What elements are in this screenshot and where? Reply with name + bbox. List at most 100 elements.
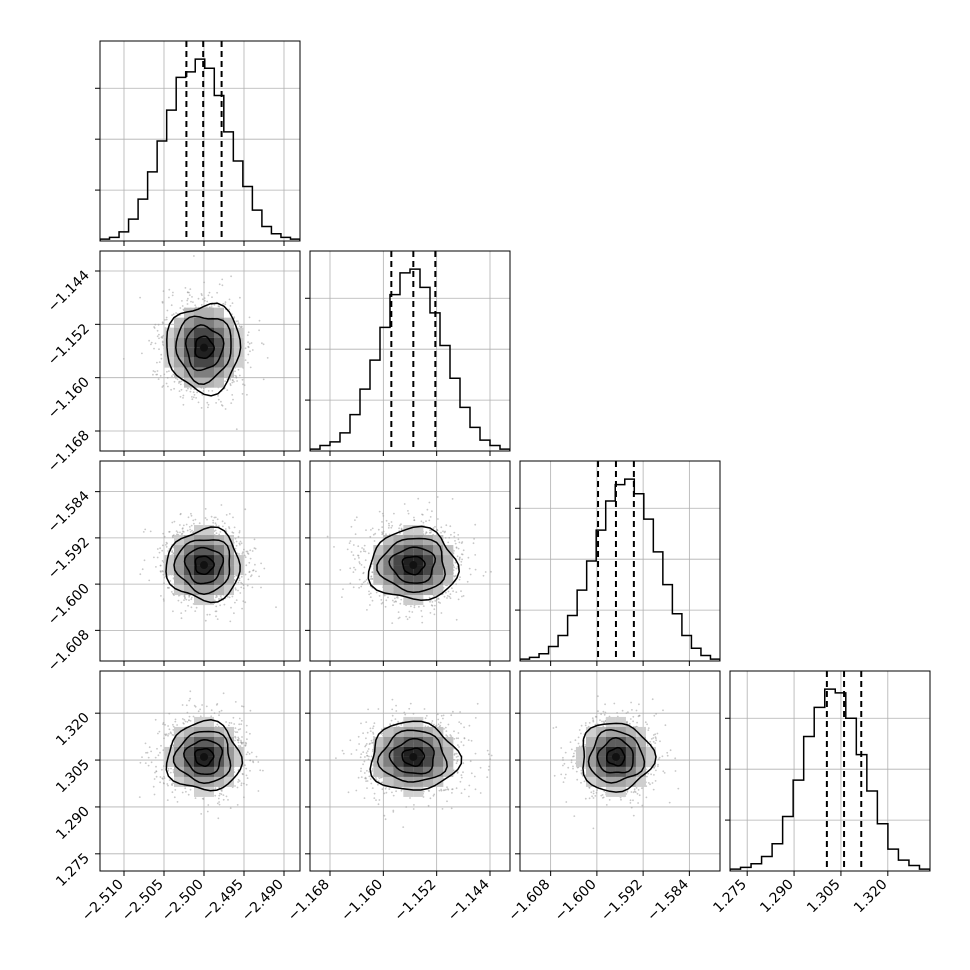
sample-point xyxy=(211,390,214,392)
density-block xyxy=(224,367,234,378)
sample-point xyxy=(371,527,374,530)
sample-point xyxy=(230,606,232,609)
sample-point xyxy=(172,769,175,771)
sample-point xyxy=(433,608,436,611)
sample-point xyxy=(444,537,447,539)
sample-point xyxy=(172,291,174,294)
sample-point xyxy=(363,544,366,547)
sample-point xyxy=(197,401,200,404)
sample-point xyxy=(178,380,181,383)
sample-point xyxy=(158,361,161,363)
sample-point xyxy=(190,300,192,303)
sample-point xyxy=(388,522,390,525)
sample-point xyxy=(198,522,201,525)
sample-point xyxy=(173,380,176,383)
sample-point xyxy=(407,510,409,512)
sample-point xyxy=(181,300,183,302)
sample-point xyxy=(168,779,171,781)
sample-point xyxy=(398,527,400,530)
sample-point xyxy=(377,528,380,531)
sample-point xyxy=(143,559,146,562)
sample-point xyxy=(362,572,365,575)
sample-point xyxy=(195,397,198,399)
sample-point xyxy=(455,591,458,593)
sample-point xyxy=(233,575,236,578)
sample-point xyxy=(172,313,175,316)
sample-point xyxy=(254,547,257,550)
density-block xyxy=(204,525,214,536)
sample-point xyxy=(473,538,475,540)
density-block xyxy=(194,595,204,606)
panel-frame xyxy=(99,250,301,452)
sample-point xyxy=(216,291,219,294)
sample-point xyxy=(247,578,250,581)
density-block xyxy=(373,565,384,576)
sample-point xyxy=(165,316,168,319)
sample-point xyxy=(242,383,244,386)
sample-point xyxy=(456,555,459,558)
sample-point xyxy=(172,610,174,613)
sample-point xyxy=(326,535,329,538)
sample-point xyxy=(175,312,178,314)
density-block xyxy=(443,555,454,566)
sample-point xyxy=(361,583,363,586)
sample-point xyxy=(244,601,247,604)
sample-point xyxy=(348,542,351,544)
sample-point xyxy=(170,304,173,307)
sample-point xyxy=(218,283,221,286)
sample-point xyxy=(171,314,174,316)
sample-point xyxy=(421,621,424,624)
sample-point xyxy=(190,514,193,517)
contour-0 xyxy=(194,335,215,360)
sample-point xyxy=(371,578,374,580)
sample-point xyxy=(206,401,209,404)
sample-point xyxy=(246,584,249,587)
density-block xyxy=(224,535,234,546)
sample-point xyxy=(262,343,265,346)
density-block xyxy=(224,575,234,586)
sample-point xyxy=(429,612,432,614)
sample-point xyxy=(391,599,394,602)
sample-point xyxy=(168,712,171,715)
density-block xyxy=(164,327,174,338)
sample-point xyxy=(189,288,192,290)
sample-point xyxy=(384,605,387,608)
sample-point xyxy=(234,537,237,540)
sample-point xyxy=(191,296,193,298)
sample-point xyxy=(228,722,231,724)
sample-point xyxy=(461,558,463,561)
sample-point xyxy=(420,610,423,612)
sample-point xyxy=(190,598,193,601)
sample-point xyxy=(160,357,163,360)
density-block xyxy=(403,535,414,546)
sample-point xyxy=(249,366,252,369)
sample-point xyxy=(206,306,208,308)
sample-point xyxy=(173,387,176,390)
density-block xyxy=(174,565,184,576)
sample-point xyxy=(160,353,163,356)
sample-point xyxy=(204,619,207,622)
sample-point xyxy=(224,301,227,303)
sample-point xyxy=(156,335,159,338)
ytick-label-1-2: −1.152 xyxy=(45,321,93,369)
density-block xyxy=(423,555,434,566)
sample-point xyxy=(452,590,454,593)
density-block xyxy=(204,347,214,358)
sample-point xyxy=(167,385,169,388)
sample-point xyxy=(354,558,356,560)
sample-point xyxy=(238,530,241,532)
sample-point xyxy=(165,318,168,321)
sample-point xyxy=(244,347,247,350)
sample-point xyxy=(181,718,184,720)
sample-point xyxy=(148,339,151,342)
sample-point xyxy=(200,304,203,306)
sample-point xyxy=(448,595,451,598)
sample-point xyxy=(212,519,215,522)
sample-point xyxy=(176,531,179,534)
sample-point xyxy=(378,510,381,513)
contour-3 xyxy=(367,525,460,601)
sample-point xyxy=(229,807,232,809)
sample-point xyxy=(352,586,355,589)
density-block xyxy=(194,307,204,318)
sample-point xyxy=(217,395,220,397)
